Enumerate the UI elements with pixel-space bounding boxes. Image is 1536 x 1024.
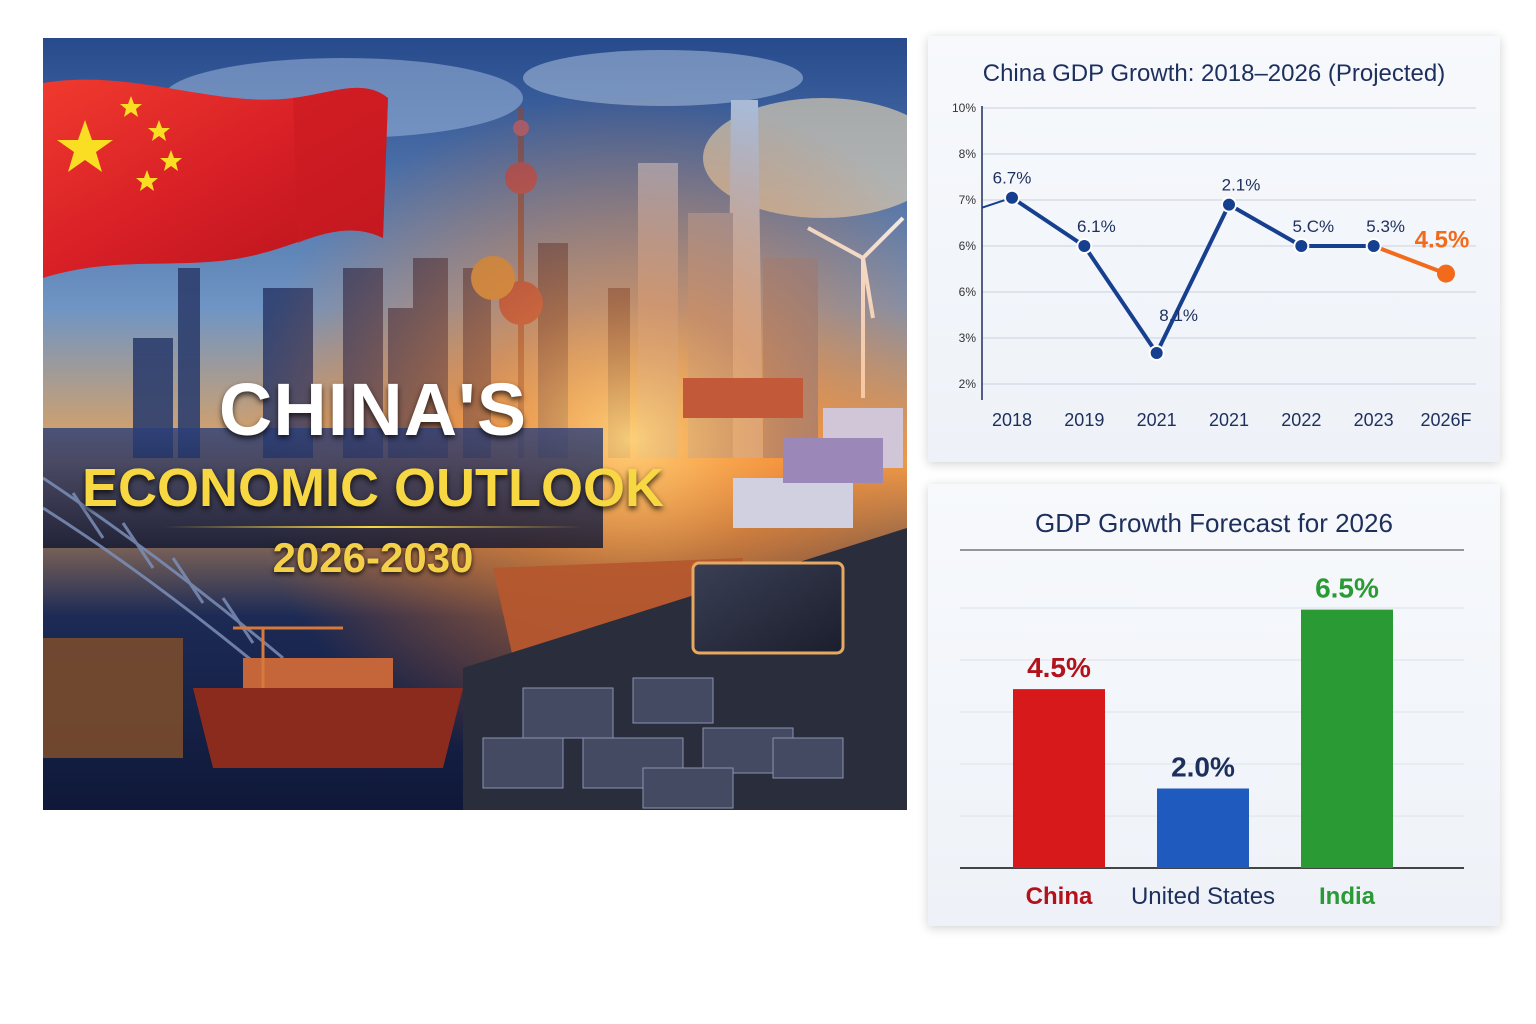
x-tick-label: 2021: [1209, 410, 1249, 430]
data-point: [1221, 196, 1237, 213]
x-tick-label: 2021: [1137, 410, 1177, 430]
data-point: [1293, 238, 1310, 254]
y-tick-label: 2%: [959, 377, 977, 391]
category-label: China: [1026, 883, 1093, 910]
y-tick-label: 8%: [959, 147, 977, 161]
line-chart-card: China GDP Growth: 2018–2026 (Projected) …: [928, 36, 1500, 462]
data-point: [1437, 264, 1455, 283]
y-tick-label: 3%: [959, 331, 977, 345]
data-label: 5.3%: [1366, 217, 1405, 236]
series-line: [1010, 196, 1374, 355]
value-label: 4.5%: [1027, 652, 1091, 683]
bar-united-states: [1157, 788, 1249, 868]
data-label: 8.1%: [1159, 306, 1198, 325]
hero-years: 2026-2030: [272, 534, 474, 581]
hero-illustration: [43, 38, 907, 810]
hero-title-block: CHINA'S ECONOMIC OUTLOOK 2026-2030: [43, 368, 703, 582]
bar-india: [1301, 609, 1393, 868]
data-label: 6.1%: [1077, 217, 1116, 236]
y-tick-label: 7%: [959, 193, 977, 207]
line-chart: 10% 8% 7% 6% 6% 3% 2% 2018 2019 2021 2021 2022 2023 2…: [952, 101, 1476, 430]
x-tick-label: 2023: [1354, 410, 1394, 430]
bar-china: [1013, 689, 1105, 868]
data-label: 4.5%: [1415, 227, 1470, 254]
hero-poster: CHINA'S ECONOMIC OUTLOOK 2026-2030: [43, 38, 907, 810]
category-label: India: [1319, 883, 1376, 910]
value-label: 2.0%: [1171, 752, 1235, 783]
data-label: 2.1%: [1222, 176, 1261, 195]
hero-title: CHINA'S: [218, 368, 528, 451]
data-label: 6.7%: [993, 169, 1032, 188]
data-point: [1076, 238, 1093, 254]
y-tick-label: 10%: [952, 101, 976, 115]
hero-subtitle: ECONOMIC OUTLOOK: [82, 458, 664, 518]
x-tick-label: 2026F: [1420, 410, 1471, 430]
data-point: [1365, 238, 1382, 254]
category-label: United States: [1131, 883, 1275, 910]
y-tick-label: 6%: [959, 285, 977, 299]
bar-chart-card: GDP Growth Forecast for 2026 4.5% China 2.…: [928, 484, 1500, 926]
data-label: 5.C%: [1293, 217, 1335, 236]
data-point: [1148, 344, 1165, 361]
x-tick-label: 2018: [992, 410, 1032, 430]
value-label: 6.5%: [1315, 573, 1379, 604]
hero-divider: [163, 526, 583, 528]
line-chart-title: China GDP Growth: 2018–2026 (Projected): [982, 60, 1446, 87]
bar-chart-title: GDP Growth Forecast for 2026: [1035, 508, 1393, 538]
projected-line: [1372, 244, 1447, 276]
data-point: [1004, 189, 1020, 206]
bar-chart: 4.5% China 2.0% United States 6.5% India: [960, 549, 1464, 910]
y-tick-label: 6%: [959, 239, 977, 253]
x-tick-label: 2022: [1281, 410, 1321, 430]
x-tick-label: 2019: [1064, 410, 1104, 430]
